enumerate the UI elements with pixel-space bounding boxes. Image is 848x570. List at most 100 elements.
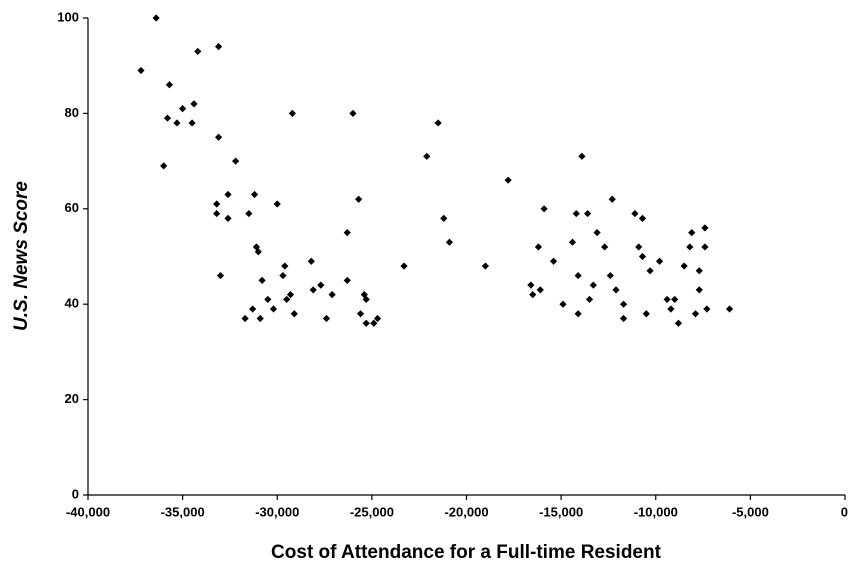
- point: [317, 281, 325, 289]
- point: [214, 43, 223, 51]
- point: [188, 119, 196, 127]
- point: [269, 305, 278, 313]
- point: [572, 209, 580, 218]
- point: [646, 267, 654, 275]
- y-tick-label: 0: [72, 486, 79, 501]
- point: [343, 276, 351, 284]
- point: [258, 276, 266, 284]
- point: [286, 291, 295, 299]
- x-axis-title: Cost of Attendance for a Full-time Resid…: [271, 542, 662, 563]
- x-tick-label: -10,000: [634, 504, 678, 519]
- point: [536, 286, 544, 294]
- point: [534, 243, 543, 251]
- point: [173, 119, 181, 127]
- point: [356, 310, 365, 318]
- point: [434, 119, 442, 127]
- point: [593, 229, 601, 237]
- point: [281, 262, 289, 270]
- point: [631, 209, 639, 218]
- point: [165, 81, 173, 89]
- point: [671, 295, 679, 304]
- point: [703, 305, 711, 313]
- x-tick-label: -35,000: [161, 504, 205, 519]
- point: [355, 195, 363, 203]
- point: [608, 195, 616, 203]
- point: [252, 243, 261, 251]
- point: [256, 314, 264, 323]
- point: [601, 243, 609, 251]
- point: [540, 205, 548, 213]
- point: [343, 229, 351, 237]
- point: [725, 305, 734, 313]
- y-tick-label: 80: [65, 105, 79, 120]
- point: [254, 248, 262, 256]
- point: [504, 176, 512, 184]
- point: [695, 286, 703, 294]
- point: [574, 271, 582, 280]
- point: [213, 209, 221, 218]
- point: [686, 243, 694, 251]
- point: [529, 291, 537, 299]
- point: [663, 295, 671, 304]
- point: [279, 271, 287, 280]
- point: [589, 281, 597, 289]
- point: [638, 214, 647, 222]
- point: [264, 295, 272, 304]
- point: [283, 295, 291, 304]
- point: [635, 243, 643, 251]
- point: [328, 291, 336, 299]
- point: [373, 314, 382, 323]
- point: [578, 152, 586, 160]
- point: [440, 214, 448, 222]
- point: [612, 286, 620, 294]
- point: [584, 209, 592, 218]
- point: [370, 319, 378, 327]
- y-axis-title: U.S. News Score: [11, 181, 32, 331]
- point: [322, 314, 331, 323]
- point: [190, 100, 198, 108]
- point: [638, 252, 647, 261]
- point: [290, 310, 298, 318]
- point: [245, 209, 253, 218]
- point: [606, 271, 614, 280]
- point: [224, 190, 232, 199]
- y-tick-label: 40: [65, 296, 79, 311]
- y-tick-label: 20: [65, 391, 79, 406]
- point: [160, 162, 168, 170]
- point: [445, 238, 454, 246]
- point: [568, 238, 577, 246]
- point: [701, 224, 709, 232]
- point: [619, 314, 628, 323]
- point: [688, 229, 696, 237]
- point: [179, 105, 187, 113]
- point: [574, 310, 582, 318]
- x-tick-label: -5,000: [732, 504, 769, 519]
- x-tick-label: -25,000: [350, 504, 394, 519]
- point: [585, 295, 594, 304]
- point: [273, 200, 281, 208]
- point: [362, 295, 370, 304]
- point: [549, 257, 558, 265]
- point: [194, 47, 202, 55]
- point: [691, 310, 700, 318]
- point: [214, 133, 223, 141]
- x-tick-label: -15,000: [539, 504, 583, 519]
- x-tick-label: -40,000: [66, 504, 110, 519]
- x-tick-label: -20,000: [444, 504, 488, 519]
- point: [307, 257, 315, 265]
- point: [680, 262, 688, 270]
- point: [619, 300, 628, 308]
- point: [163, 114, 172, 122]
- point: [701, 243, 709, 251]
- point: [400, 262, 408, 270]
- point: [559, 300, 567, 308]
- point: [655, 257, 664, 265]
- point: [241, 314, 249, 323]
- point: [349, 109, 357, 117]
- point: [667, 305, 675, 313]
- point: [250, 190, 259, 199]
- x-tick-label: 0: [841, 504, 848, 519]
- point: [695, 267, 703, 275]
- point: [481, 262, 490, 270]
